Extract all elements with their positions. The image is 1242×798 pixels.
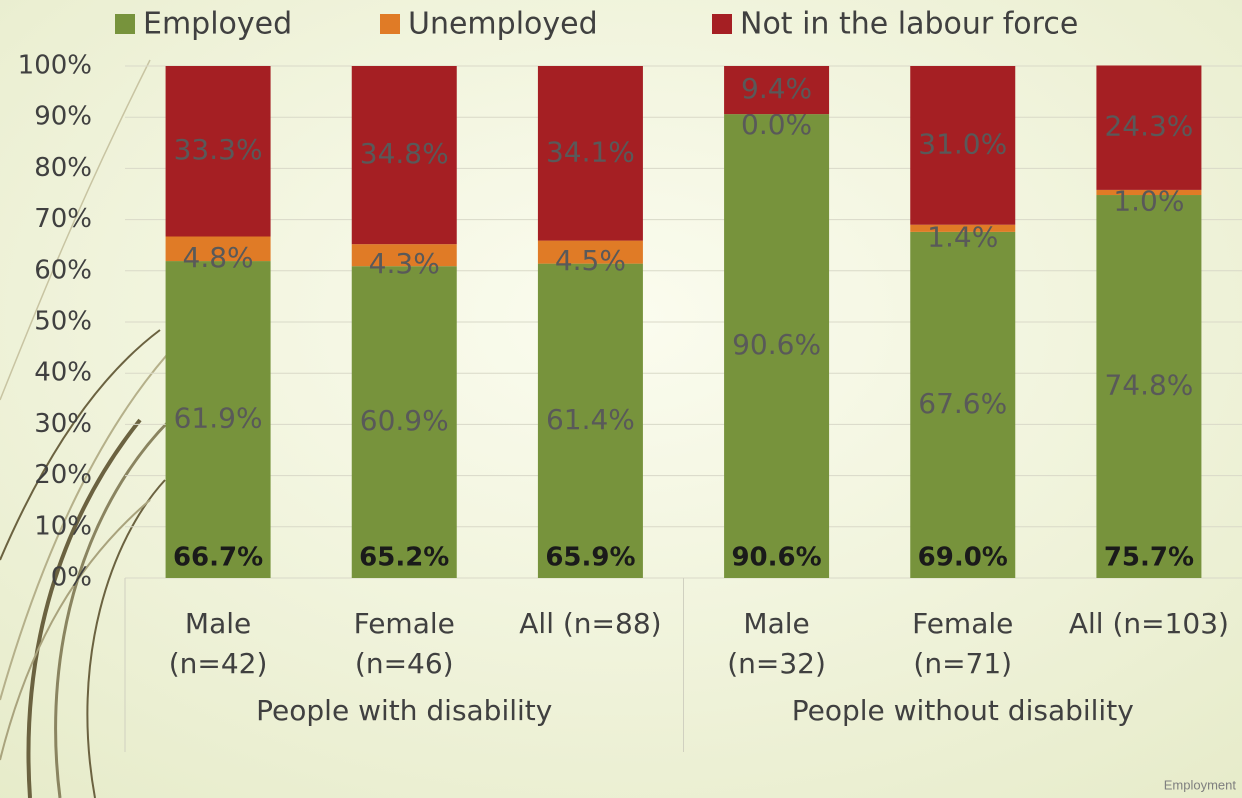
- bar-segment: [351, 244, 457, 267]
- bar-segment: [724, 114, 830, 579]
- value-label: 4.5%: [555, 244, 626, 277]
- value-label: 67.6%: [918, 387, 1007, 420]
- footer: Employment: [1164, 777, 1237, 792]
- value-label: 1.4%: [927, 220, 998, 253]
- y-tick-label: 30%: [34, 409, 92, 439]
- decoration: [0, 59, 191, 798]
- y-tick-label: 80%: [34, 153, 92, 183]
- legend-label: Unemployed: [408, 7, 598, 42]
- x-tick-label: (n=32): [727, 647, 826, 680]
- x-tick-label: (n=46): [355, 647, 454, 680]
- bar-segment: [351, 266, 457, 578]
- y-tick-label: 40%: [34, 358, 92, 388]
- value-label: 9.4%: [741, 72, 812, 105]
- y-tick-label: 0%: [51, 563, 92, 593]
- x-tick-label: Male: [185, 607, 251, 640]
- bar-segment: [537, 263, 643, 578]
- y-tick-label: 60%: [34, 255, 92, 285]
- group-label: People with disability: [256, 694, 552, 727]
- value-label: 34.1%: [546, 135, 635, 168]
- bar-segment: [724, 66, 830, 115]
- bar-segment: [165, 236, 271, 262]
- bar-segment: [1096, 189, 1202, 196]
- value-label: 34.8%: [360, 137, 449, 170]
- value-label: 61.9%: [174, 402, 263, 435]
- x-tick-label: Female: [912, 607, 1013, 640]
- bar-segment: [1096, 65, 1202, 190]
- value-label: 24.3%: [1104, 110, 1193, 143]
- bar-segment: [537, 66, 643, 241]
- x-tick-label: (n=71): [913, 647, 1012, 680]
- legend-swatch: [380, 14, 400, 34]
- y-tick-label: 90%: [34, 102, 92, 132]
- bar-segment: [910, 231, 1016, 578]
- value-label: 90.6%: [732, 328, 821, 361]
- x-tick-label: Male: [743, 607, 809, 640]
- total-label: 90.6%: [731, 543, 821, 573]
- value-label: 4.8%: [183, 241, 254, 274]
- y-tick-label: 20%: [34, 460, 92, 490]
- value-label: 60.9%: [360, 404, 449, 437]
- legend-swatch: [115, 14, 135, 34]
- y-tick-label: 70%: [34, 204, 92, 234]
- total-label: 65.9%: [545, 543, 635, 573]
- value-label: 74.8%: [1104, 369, 1193, 402]
- total-label: 66.7%: [173, 543, 263, 573]
- bar-segment: [537, 240, 643, 264]
- x-tick-label: All (n=88): [519, 607, 661, 640]
- group-label: People without disability: [792, 694, 1134, 727]
- total-label: 75.7%: [1104, 543, 1194, 573]
- x-tick-label: All (n=103): [1069, 607, 1229, 640]
- bar-segment: [910, 66, 1016, 225]
- value-label: 33.3%: [174, 133, 263, 166]
- x-tick-label: Female: [354, 607, 455, 640]
- bar-segment: [910, 224, 1016, 232]
- y-tick-label: 10%: [34, 511, 92, 541]
- legend-label: Not in the labour force: [740, 7, 1078, 42]
- y-tick-label: 100%: [18, 51, 92, 81]
- legend-swatch: [712, 14, 732, 34]
- legend-label: Employed: [143, 7, 292, 42]
- value-label: 31.0%: [918, 127, 1007, 160]
- bar-segment: [1096, 195, 1202, 579]
- bar-segment: [351, 66, 457, 245]
- x-tick-label: (n=42): [169, 647, 268, 680]
- value-label: 1.0%: [1113, 184, 1184, 217]
- value-label: 61.4%: [546, 403, 635, 436]
- bar-segment: [165, 66, 271, 237]
- value-label: 4.3%: [369, 247, 440, 280]
- total-label: 65.2%: [359, 543, 449, 573]
- bar-segment: [165, 261, 271, 578]
- y-tick-label: 50%: [34, 307, 92, 337]
- total-label: 69.0%: [918, 543, 1008, 573]
